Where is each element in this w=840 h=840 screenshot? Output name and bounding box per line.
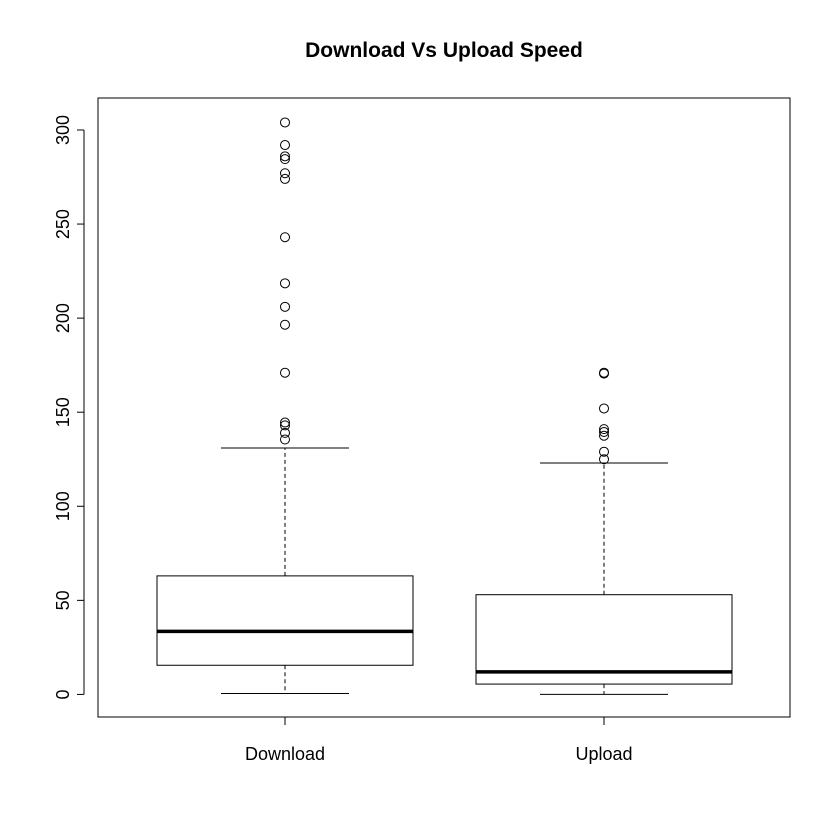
boxes xyxy=(156,117,733,695)
x-tick-label-download: Download xyxy=(245,744,325,764)
y-tick-label-200: 200 xyxy=(53,303,73,333)
box-upload xyxy=(475,367,733,695)
x-tick-label-upload: Upload xyxy=(575,744,632,764)
outlier-download-0 xyxy=(280,434,290,445)
outlier-download-3 xyxy=(280,417,290,428)
chart-title: Download Vs Upload Speed xyxy=(305,39,583,62)
y-tick-label-250: 250 xyxy=(53,209,73,239)
outlier-download-4 xyxy=(280,367,290,378)
outlier-upload-7 xyxy=(599,367,609,378)
outlier-download-8 xyxy=(280,232,290,243)
outlier-download-11 xyxy=(280,154,290,165)
y-tick-label-150: 150 xyxy=(53,397,73,427)
outlier-upload-1 xyxy=(599,446,609,457)
outlier-download-5 xyxy=(280,319,290,330)
outlier-download-1 xyxy=(280,427,290,438)
y-tick-label-100: 100 xyxy=(53,491,73,521)
outlier-download-2 xyxy=(280,420,290,431)
iqr-box-download xyxy=(156,575,414,666)
outlier-upload-2 xyxy=(599,430,609,441)
iqr-box-upload xyxy=(475,594,733,685)
y-axis: 0 50 100 150 200 250 300 xyxy=(53,115,85,699)
outlier-download-12 xyxy=(280,151,290,162)
y-tick-label-300: 300 xyxy=(53,115,73,145)
y-tick-label-50: 50 xyxy=(53,590,73,610)
outlier-upload-4 xyxy=(599,424,609,435)
outlier-download-9 xyxy=(280,173,290,184)
plot-frame xyxy=(97,97,791,718)
x-axis: Download Upload xyxy=(245,717,633,764)
outlier-download-10 xyxy=(280,168,290,179)
outlier-download-13 xyxy=(280,140,290,151)
outlier-upload-5 xyxy=(599,403,609,414)
outlier-download-7 xyxy=(280,278,290,289)
y-tick-label-0: 0 xyxy=(53,689,73,699)
outlier-download-6 xyxy=(280,301,290,312)
outlier-download-14 xyxy=(280,117,290,128)
outlier-upload-3 xyxy=(599,426,609,437)
box-download xyxy=(156,117,414,694)
outlier-upload-0 xyxy=(599,454,609,465)
